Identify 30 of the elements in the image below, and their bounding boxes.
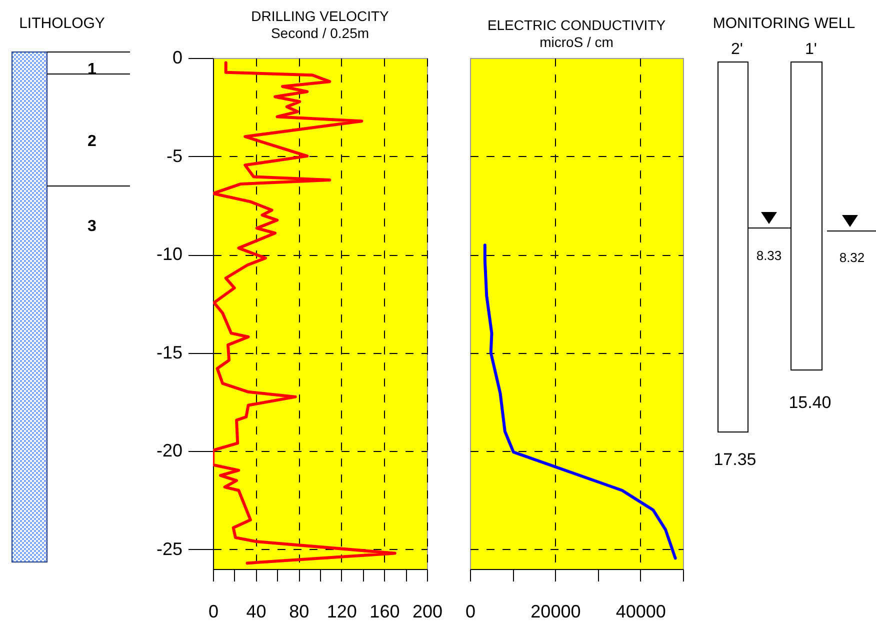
line-series	[213, 61, 396, 565]
y-tick-label: -15	[156, 342, 182, 362]
text: 1'	[805, 41, 817, 58]
chart-title: ELECTRIC CONDUCTIVITY	[487, 17, 666, 33]
y-tick-label: -10	[156, 244, 182, 264]
x-tick-label: 0	[465, 602, 476, 622]
x-tick-label: 40	[246, 602, 266, 622]
text: 3	[88, 218, 97, 235]
text: 8.32	[839, 250, 865, 265]
x-tick-label: 20000	[530, 602, 581, 622]
x-tick-label: 120	[326, 602, 357, 622]
text: 2'	[731, 41, 743, 58]
text: 2	[88, 133, 97, 150]
chart-title: DRILLING VELOCITY	[251, 8, 390, 24]
text: MONITORING WELL	[712, 15, 856, 32]
text: LITHOLOGY	[19, 15, 105, 32]
x-tick-label: 0	[208, 602, 219, 622]
chart-subtitle: microS / cm	[540, 34, 614, 50]
x-tick-label: 160	[370, 602, 400, 622]
y-tick-label: 0	[172, 48, 182, 68]
y-tick-label: -20	[156, 440, 182, 461]
x-tick-label: 80	[289, 602, 310, 622]
y-tick-label: -25	[156, 538, 182, 559]
y-tick-label: -5	[166, 146, 182, 166]
text: 15.40	[788, 393, 832, 412]
text: 17.35	[714, 450, 756, 469]
x-tick-label: 200	[412, 602, 443, 622]
chart-subtitle: Second / 0.25m	[270, 25, 370, 41]
text: 8.33	[756, 248, 782, 263]
x-tick-label: 40000	[616, 602, 666, 622]
